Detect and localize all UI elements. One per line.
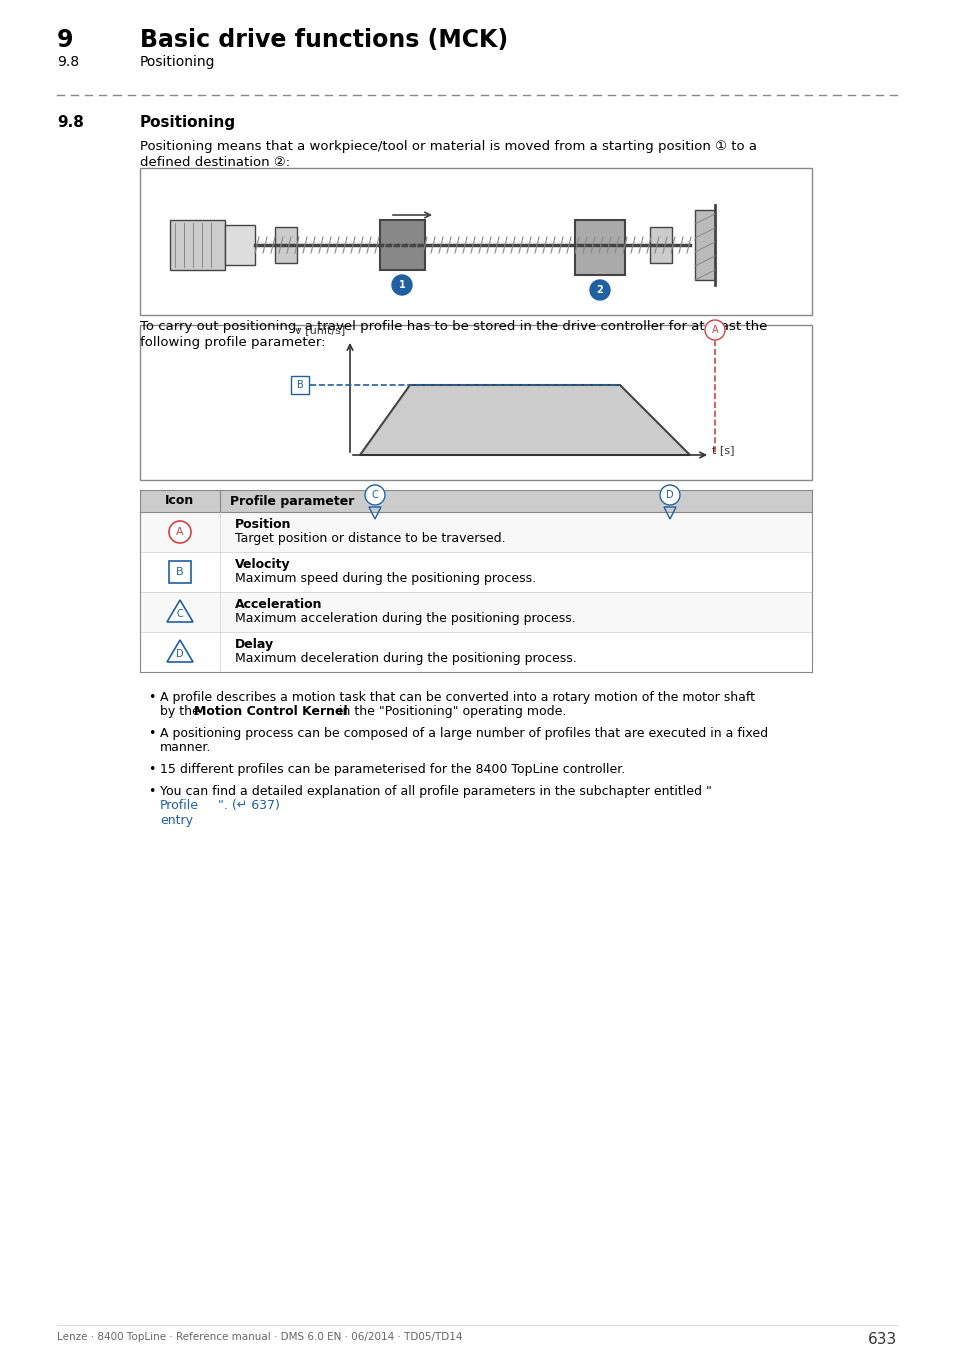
Bar — [225, 225, 254, 265]
Circle shape — [659, 485, 679, 505]
Text: You can find a detailed explanation of all profile parameters in the subchapter : You can find a detailed explanation of a… — [160, 784, 711, 798]
Text: Basic drive functions (MCK): Basic drive functions (MCK) — [140, 28, 508, 53]
Text: C: C — [176, 609, 183, 620]
Text: B: B — [176, 567, 184, 576]
Text: D: D — [176, 649, 184, 659]
Bar — [649, 227, 671, 263]
Text: Velocity: Velocity — [234, 558, 291, 571]
Bar — [274, 227, 296, 263]
Bar — [140, 490, 811, 512]
Text: 9.8: 9.8 — [57, 115, 84, 130]
Text: Position: Position — [234, 518, 292, 531]
Text: Profile parameter: Profile parameter — [230, 494, 354, 508]
Text: Maximum speed during the positioning process.: Maximum speed during the positioning pro… — [234, 572, 536, 585]
Text: t [s]: t [s] — [711, 446, 734, 455]
Text: A profile describes a motion task that can be converted into a rotary motion of : A profile describes a motion task that c… — [160, 691, 754, 703]
Circle shape — [704, 320, 724, 340]
Circle shape — [365, 485, 385, 505]
Circle shape — [169, 521, 191, 543]
Text: by the: by the — [160, 705, 204, 718]
Text: Maximum deceleration during the positioning process.: Maximum deceleration during the position… — [234, 652, 577, 666]
Text: •: • — [148, 691, 155, 703]
Text: 9: 9 — [57, 28, 73, 53]
Text: Icon: Icon — [165, 494, 194, 508]
Text: Positioning: Positioning — [140, 115, 236, 130]
Bar — [140, 593, 811, 632]
Bar — [140, 325, 811, 481]
Text: A: A — [711, 325, 718, 335]
Bar — [140, 512, 811, 552]
Text: •: • — [148, 763, 155, 776]
Text: following profile parameter:: following profile parameter: — [140, 336, 325, 350]
Text: D: D — [665, 490, 673, 500]
Text: Target position or distance to be traversed.: Target position or distance to be traver… — [234, 532, 505, 545]
Text: v [unit/s]: v [unit/s] — [294, 325, 345, 335]
Text: manner.: manner. — [160, 741, 212, 755]
Text: defined destination ②:: defined destination ②: — [140, 157, 290, 169]
Text: Acceleration: Acceleration — [234, 598, 322, 612]
Circle shape — [589, 279, 609, 300]
Text: 9.8: 9.8 — [57, 55, 79, 69]
Text: •: • — [148, 784, 155, 798]
Text: 633: 633 — [867, 1332, 896, 1347]
Text: Motion Control Kernel: Motion Control Kernel — [193, 705, 347, 718]
Text: A: A — [176, 526, 184, 537]
Text: Lenze · 8400 TopLine · Reference manual · DMS 6.0 EN · 06/2014 · TD05/TD14: Lenze · 8400 TopLine · Reference manual … — [57, 1332, 462, 1342]
Text: B: B — [296, 379, 303, 390]
Text: To carry out positioning, a travel profile has to be stored in the drive control: To carry out positioning, a travel profi… — [140, 320, 766, 333]
Polygon shape — [167, 599, 193, 622]
Text: 2: 2 — [596, 285, 602, 296]
Text: 1: 1 — [398, 279, 405, 290]
Text: Delay: Delay — [234, 639, 274, 651]
Text: in the "Positioning" operating mode.: in the "Positioning" operating mode. — [335, 705, 566, 718]
Text: Positioning means that a workpiece/tool or material is moved from a starting pos: Positioning means that a workpiece/tool … — [140, 140, 757, 153]
Bar — [575, 220, 624, 275]
Polygon shape — [167, 640, 193, 662]
Text: ". (↵ 637): ". (↵ 637) — [218, 799, 279, 811]
Bar — [140, 167, 811, 315]
Text: Profile
entry: Profile entry — [160, 799, 199, 828]
Text: C: C — [372, 490, 378, 500]
Text: A positioning process can be composed of a large number of profiles that are exe: A positioning process can be composed of… — [160, 728, 767, 740]
FancyBboxPatch shape — [169, 562, 191, 583]
Text: •: • — [148, 728, 155, 740]
Text: Maximum acceleration during the positioning process.: Maximum acceleration during the position… — [234, 612, 576, 625]
Bar — [695, 211, 714, 279]
Text: Positioning: Positioning — [140, 55, 215, 69]
Bar — [379, 220, 424, 270]
Bar — [140, 632, 811, 672]
Circle shape — [392, 275, 412, 296]
Polygon shape — [359, 385, 689, 455]
Text: 15 different profiles can be parameterised for the 8400 TopLine controller.: 15 different profiles can be parameteris… — [160, 763, 624, 776]
Bar — [170, 220, 225, 270]
Bar — [140, 552, 811, 593]
FancyBboxPatch shape — [291, 377, 309, 394]
